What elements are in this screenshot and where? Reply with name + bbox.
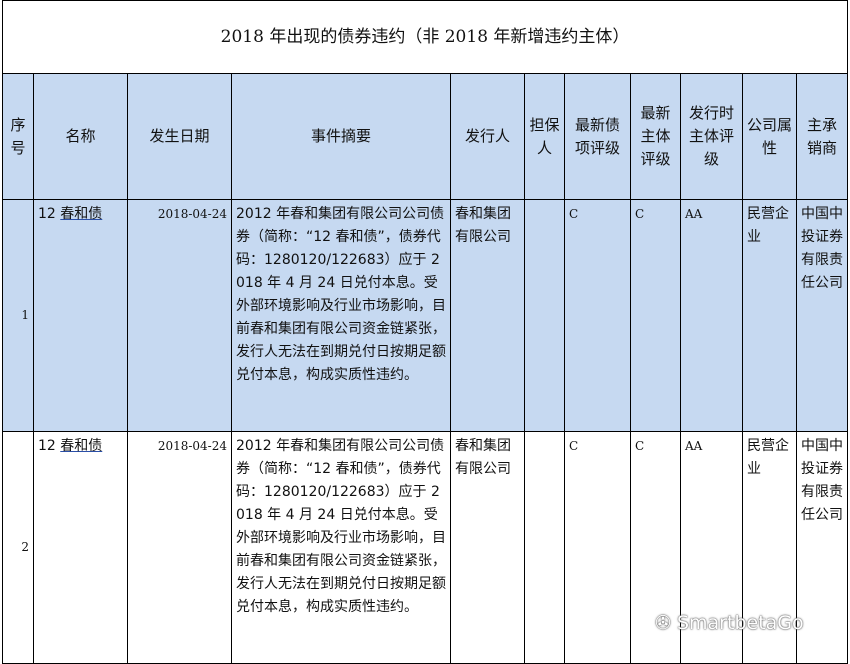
name-prefix: 12 <box>38 206 61 222</box>
row-guarantor <box>524 199 565 432</box>
row-summary: 2012 年春和集团有限公司公司债券（简称：“12 春和债”，债券代码：1280… <box>231 199 451 432</box>
header-issue-rating: 发行时主体评级 <box>680 73 743 200</box>
name-text: 春和债 <box>60 438 103 454</box>
header-underwriter: 主承销商 <box>795 73 849 200</box>
header-no: 序号 <box>2 73 34 200</box>
header-row: 序号 名称 发生日期 事件摘要 发行人 担保人 最新债项评级 最新主体评级 发行… <box>2 73 849 200</box>
row-underwriter: 中国中投证券有限责任公司 <box>795 431 849 664</box>
header-name: 名称 <box>33 73 128 200</box>
row-no: 1 <box>2 199 34 432</box>
table-row: 2 12 春和债 2018-04-24 2012 年春和集团有限公司公司债券（简… <box>2 431 849 664</box>
row-issuer: 春和集团有限公司 <box>450 431 525 664</box>
row-name: 12 春和债 <box>33 199 128 432</box>
wechat-icon: ✇ <box>655 612 677 634</box>
header-company-type: 公司属性 <box>742 73 797 200</box>
table-title: 2018 年出现的债券违约（非 2018 年新增违约主体） <box>1 0 849 74</box>
header-issuer-rating: 最新主体评级 <box>630 73 681 200</box>
row-date: 2018-04-24 <box>127 199 232 432</box>
row-summary: 2012 年春和集团有限公司公司债券（简称：“12 春和债”，债券代码：1280… <box>231 431 451 664</box>
row-issue-rating: AA <box>680 199 743 432</box>
name-text: 春和债 <box>60 206 103 222</box>
row-company-type: 民营企业 <box>742 199 797 432</box>
row-guarantor <box>524 431 565 664</box>
header-issuer: 发行人 <box>450 73 525 200</box>
header-summary: 事件摘要 <box>231 73 451 200</box>
row-bond-rating: C <box>564 199 631 432</box>
row-issuer: 春和集团有限公司 <box>450 199 525 432</box>
row-underwriter: 中国中投证券有限责任公司 <box>795 199 849 432</box>
watermark: ✇ SmartbetaGo <box>655 612 804 634</box>
header-date: 发生日期 <box>127 73 232 200</box>
row-issue-rating: AA <box>680 431 743 664</box>
row-bond-rating: C <box>564 431 631 664</box>
row-name: 12 春和债 <box>33 431 128 664</box>
row-issuer-rating: C <box>630 199 681 432</box>
row-date: 2018-04-24 <box>127 431 232 664</box>
name-prefix: 12 <box>38 438 61 454</box>
header-bond-rating: 最新债项评级 <box>564 73 631 200</box>
watermark-text: SmartbetaGo <box>676 612 804 634</box>
row-issuer-rating: C <box>630 431 681 664</box>
row-company-type: 民营企业 <box>742 431 797 664</box>
table-row: 1 12 春和债 2018-04-24 2012 年春和集团有限公司公司债券（简… <box>2 199 849 432</box>
header-guarantor: 担保人 <box>524 73 565 200</box>
row-no: 2 <box>2 431 34 664</box>
